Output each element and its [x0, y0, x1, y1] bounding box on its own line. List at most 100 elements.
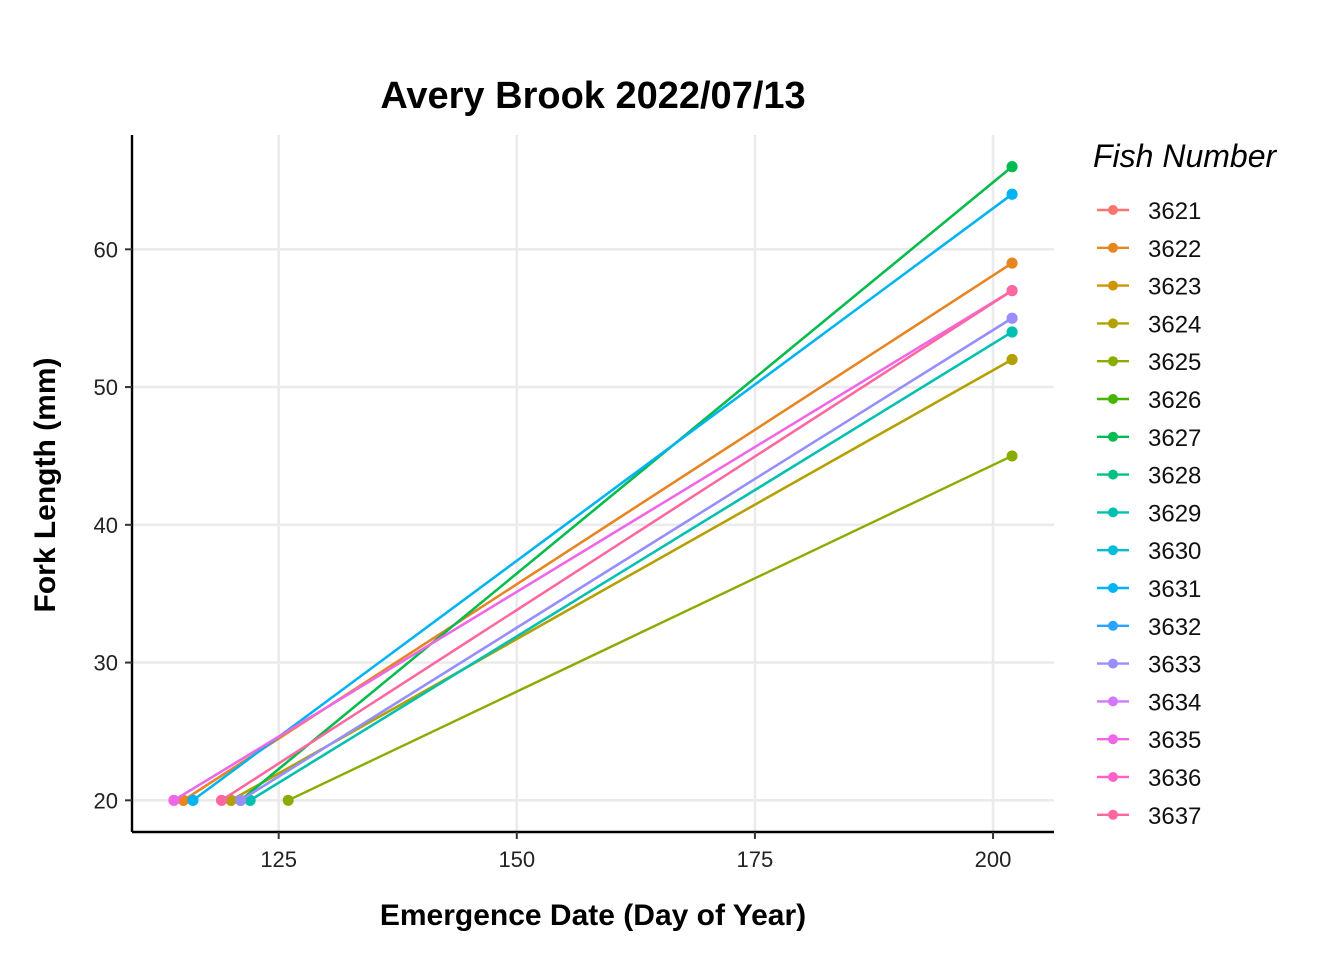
data-point — [1006, 285, 1018, 297]
legend-label: 3632 — [1148, 614, 1201, 641]
series-line — [239, 165, 1013, 802]
y-axis-title: Fork Length (mm) — [29, 358, 62, 613]
legend-item-3634: 3634 — [1097, 689, 1201, 716]
legend-item-3626: 3626 — [1097, 387, 1201, 414]
series-group — [168, 161, 1018, 806]
series-3629 — [244, 326, 1018, 806]
series-line — [173, 289, 1013, 802]
legend-point-key — [1108, 583, 1118, 593]
axes — [130, 135, 1054, 834]
data-point — [1006, 257, 1018, 269]
x-tick-label: 125 — [260, 847, 297, 872]
y-tick-label: 60 — [94, 237, 118, 262]
legend-label: 3625 — [1148, 349, 1201, 376]
series-3622 — [177, 257, 1018, 806]
data-point — [225, 794, 237, 806]
legend-item-3632: 3632 — [1097, 614, 1201, 641]
series-3625 — [282, 450, 1018, 806]
legend-point-key — [1108, 620, 1118, 631]
legend-item-3621: 3621 — [1097, 198, 1201, 225]
legend-label: 3623 — [1148, 274, 1201, 301]
legend-label: 3624 — [1148, 311, 1201, 338]
legend-label: 3630 — [1148, 538, 1201, 565]
y-tick-label: 50 — [94, 375, 118, 400]
series-3624 — [225, 354, 1018, 806]
legend-label: 3637 — [1148, 803, 1201, 830]
legend-point-key — [1108, 696, 1118, 707]
legend-point-key — [1108, 469, 1118, 480]
legend-label: 3635 — [1148, 727, 1201, 754]
legend-item-3627: 3627 — [1097, 425, 1201, 452]
legend-label: 3627 — [1148, 425, 1201, 452]
data-point — [216, 794, 228, 806]
data-point — [1006, 354, 1018, 366]
data-point — [235, 794, 247, 806]
legend-item-3625: 3625 — [1097, 349, 1201, 376]
legend-item-3629: 3629 — [1097, 500, 1201, 527]
legend-item-3633: 3633 — [1097, 652, 1201, 679]
legend-item-3636: 3636 — [1097, 765, 1201, 792]
legend-point-key — [1108, 318, 1118, 329]
series-line — [192, 193, 1013, 802]
legend-point-key — [1108, 507, 1118, 518]
legend-point-key — [1108, 394, 1118, 404]
legend-item-3637: 3637 — [1097, 803, 1201, 830]
legend-point-key — [1108, 734, 1118, 745]
legend-item-3624: 3624 — [1097, 311, 1201, 338]
series-line — [249, 330, 1013, 802]
legend-label: 3636 — [1148, 765, 1201, 792]
legend-title: Fish Number — [1093, 138, 1278, 174]
x-tick-label: 200 — [975, 847, 1012, 872]
data-point — [1006, 312, 1018, 324]
data-point — [244, 794, 256, 806]
y-tick-label: 30 — [94, 651, 118, 676]
legend-point-key — [1108, 242, 1118, 253]
data-point — [168, 794, 180, 806]
series-line — [239, 317, 1013, 802]
legend-label: 3631 — [1148, 576, 1201, 603]
series-3627 — [235, 161, 1018, 806]
data-point — [1006, 450, 1018, 462]
data-point — [282, 794, 294, 806]
legend-point-key — [1108, 356, 1118, 367]
legend-item-3622: 3622 — [1097, 236, 1201, 263]
y-tick-label: 20 — [94, 788, 118, 813]
chart-title: Avery Brook 2022/07/13 — [380, 75, 805, 117]
series-3637 — [216, 285, 1018, 806]
legend-label: 3634 — [1148, 689, 1201, 716]
grid-lines — [132, 135, 1054, 832]
data-point — [187, 794, 199, 806]
data-point — [1006, 326, 1018, 338]
legend-label: 3633 — [1148, 652, 1201, 679]
legend-item-3623: 3623 — [1097, 274, 1201, 301]
legend-point-key — [1108, 545, 1118, 556]
legend-items: 3621 3622 3623 3624 3625 3626 3627 3628 3629 3630… — [1097, 198, 1201, 830]
legend-item-3631: 3631 — [1097, 576, 1201, 603]
series-line — [230, 358, 1013, 802]
legend-label: 3628 — [1148, 463, 1201, 490]
y-tick-label: 40 — [94, 513, 118, 538]
legend-label: 3622 — [1148, 236, 1201, 263]
series-line — [287, 454, 1013, 802]
legend-item-3630: 3630 — [1097, 538, 1201, 565]
x-tick-label: 175 — [737, 847, 774, 872]
series-3631 — [187, 188, 1018, 806]
series-3633 — [235, 312, 1018, 806]
legend-label: 3621 — [1148, 198, 1201, 225]
legend-point-key — [1108, 772, 1118, 782]
legend-point-key — [1108, 431, 1118, 442]
legend-point-key — [1108, 658, 1118, 669]
legend-point-key — [1108, 205, 1118, 215]
x-tick-label: 150 — [498, 847, 535, 872]
tick-labels: 125 150 175 200 20 30 40 50 60 — [94, 237, 1012, 872]
data-point — [1006, 188, 1018, 200]
data-point — [1006, 161, 1018, 173]
legend-label: 3626 — [1148, 387, 1201, 414]
legend-point-key — [1108, 809, 1118, 820]
legend-item-3628: 3628 — [1097, 463, 1201, 490]
series-line — [220, 289, 1013, 802]
x-axis-title: Emergence Date (Day of Year) — [380, 899, 806, 932]
legend-label: 3629 — [1148, 500, 1201, 527]
